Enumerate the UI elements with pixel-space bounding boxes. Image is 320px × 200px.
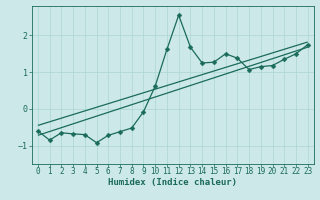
X-axis label: Humidex (Indice chaleur): Humidex (Indice chaleur) — [108, 178, 237, 187]
